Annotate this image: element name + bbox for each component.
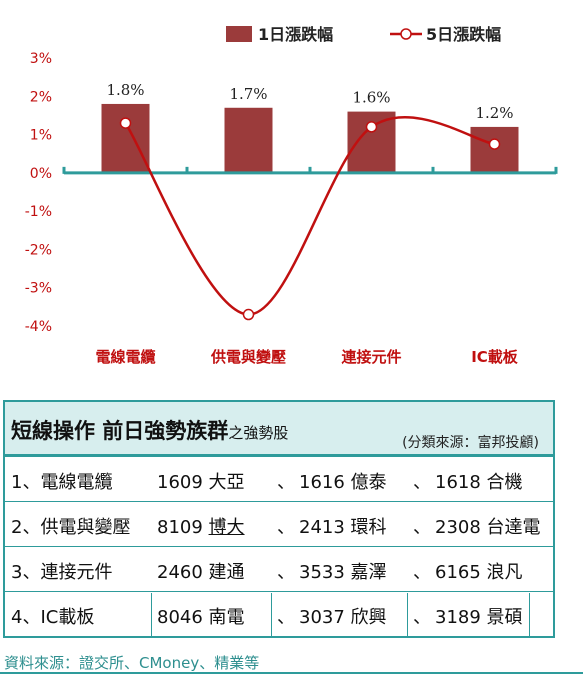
separator: 、 <box>277 472 295 493</box>
line-point <box>488 138 501 150</box>
stock-name: 環科 <box>350 517 387 538</box>
stock-name: 浪凡 <box>486 562 523 583</box>
column-divider <box>407 593 408 637</box>
stock-code: 6165 <box>435 562 481 583</box>
strong-stocks-table: 短線操作 前日強勢族群之強勢股 (分類來源：富邦投顧) 1、電線電纜 1609 … <box>3 400 555 638</box>
footer-divider <box>0 672 583 674</box>
separator: 、 <box>413 517 431 538</box>
row-category: 4、IC載板 <box>11 607 95 628</box>
stock-name: 南電 <box>208 607 245 628</box>
x-category-label: 電線電纜 <box>95 348 155 366</box>
bar-value-label: 1.7% <box>229 85 267 103</box>
y-tick-label: -4% <box>25 319 52 335</box>
stock-code: 8109 <box>157 517 203 538</box>
table-source: (分類來源：富邦投顧) <box>402 435 539 451</box>
bar-value-label: 1.2% <box>475 104 513 122</box>
line-point <box>242 308 255 321</box>
chart: 3% 2% 1% 0% -1% -2% -3% -4% 1.8% 1.7% 1.6% 1.2% 電線電纜… <box>25 25 558 366</box>
series-line <box>124 116 495 316</box>
stock-code: 3037 <box>299 607 345 628</box>
legend-bar-swatch <box>226 26 252 42</box>
table-row: 2、供電與變壓 8109 博大 、 2413 環科 、 2308 台達電 <box>5 501 553 546</box>
stock-name: 合機 <box>486 472 523 493</box>
legend-line-marker <box>400 28 412 40</box>
stock-name: 嘉澤 <box>350 562 387 583</box>
stock-2: 2413 環科 <box>299 513 387 539</box>
stock-code: 1609 <box>157 472 203 493</box>
separator: 、 <box>413 562 431 583</box>
stock-2: 3037 欣興 <box>299 603 387 629</box>
stock-name: 博大 <box>208 517 245 538</box>
row-category: 3、連接元件 <box>11 562 113 583</box>
line-point <box>365 121 378 133</box>
column-divider <box>151 593 152 637</box>
stock-1: 8109 博大 <box>157 513 245 539</box>
table-row: 1、電線電纜 1609 大亞 、 1616 億泰 、 1618 合機 <box>5 456 553 501</box>
stock-code: 1618 <box>435 472 481 493</box>
x-category-label: IC載板 <box>471 348 519 366</box>
stock-code: 3189 <box>435 607 481 628</box>
stock-3: 2308 台達電 <box>435 513 541 539</box>
stock-3: 6165 浪凡 <box>435 558 523 584</box>
bar <box>101 103 150 173</box>
y-tick-label: 2% <box>30 89 52 105</box>
x-category-label: 供電與變壓 <box>210 348 286 366</box>
stock-name: 建通 <box>208 562 245 583</box>
column-divider <box>271 593 272 637</box>
stock-name: 景碩 <box>486 607 523 628</box>
table-header: 短線操作 前日強勢族群之強勢股 (分類來源：富邦投顧) <box>5 402 553 456</box>
stock-code: 2460 <box>157 562 203 583</box>
stock-name: 欣興 <box>350 607 387 628</box>
table-title: 短線操作 前日強勢族群之強勢股 <box>11 415 288 445</box>
table-title-suffix: 之強勢股 <box>228 424 289 442</box>
y-tick-label: 0% <box>30 166 52 182</box>
stock-code: 8046 <box>157 607 203 628</box>
separator: 、 <box>277 607 295 628</box>
table-row: 3、連接元件 2460 建通 、 3533 嘉澤 、 6165 浪凡 <box>5 546 553 591</box>
row-category: 2、供電與變壓 <box>11 517 131 538</box>
stock-name: 大亞 <box>208 472 245 493</box>
stock-code: 2308 <box>435 517 481 538</box>
y-tick-label: 3% <box>30 51 52 67</box>
stock-3: 3189 景碩 <box>435 603 523 629</box>
separator: 、 <box>413 607 431 628</box>
line-point <box>119 117 132 129</box>
x-category-label: 連接元件 <box>341 348 401 366</box>
stock-2: 1616 億泰 <box>299 468 387 494</box>
stock-3: 1618 合機 <box>435 468 523 494</box>
row-category: 1、電線電纜 <box>11 472 113 493</box>
stock-1: 8046 南電 <box>157 603 245 629</box>
stock-1: 1609 大亞 <box>157 468 245 494</box>
legend-bar-label: 1日漲跌幅 <box>258 25 333 44</box>
y-tick-label: -1% <box>25 204 52 220</box>
y-tick-label: 1% <box>30 128 52 144</box>
separator: 、 <box>413 472 431 493</box>
separator: 、 <box>277 562 295 583</box>
legend-line-label: 5日漲跌幅 <box>426 25 501 44</box>
stock-code: 2413 <box>299 517 345 538</box>
bar <box>224 107 273 173</box>
chart-svg: 3% 2% 1% 0% -1% -2% -3% -4% 1.8% 1.7% 1.6% 1.2% 電線電纜… <box>25 25 558 366</box>
stock-code: 3533 <box>299 562 345 583</box>
table-title-main: 短線操作 前日強勢族群 <box>11 419 229 443</box>
stock-name: 億泰 <box>350 472 387 493</box>
bar-value-label: 1.6% <box>352 89 390 107</box>
data-source-footnote: 資料來源：證交所、CMoney、精業等 <box>4 654 260 672</box>
stock-1: 2460 建通 <box>157 558 245 584</box>
table-row: 4、IC載板 8046 南電 、 3037 欣興 、 3189 景碩 <box>5 591 553 636</box>
stock-name: 台達電 <box>486 517 541 538</box>
stock-code: 1616 <box>299 472 345 493</box>
bar-value-label: 1.8% <box>106 81 144 99</box>
bar <box>347 111 396 173</box>
column-divider <box>529 593 530 637</box>
y-tick-label: -3% <box>25 281 52 297</box>
stock-2: 3533 嘉澤 <box>299 558 387 584</box>
y-tick-label: -2% <box>25 242 52 258</box>
separator: 、 <box>277 517 295 538</box>
